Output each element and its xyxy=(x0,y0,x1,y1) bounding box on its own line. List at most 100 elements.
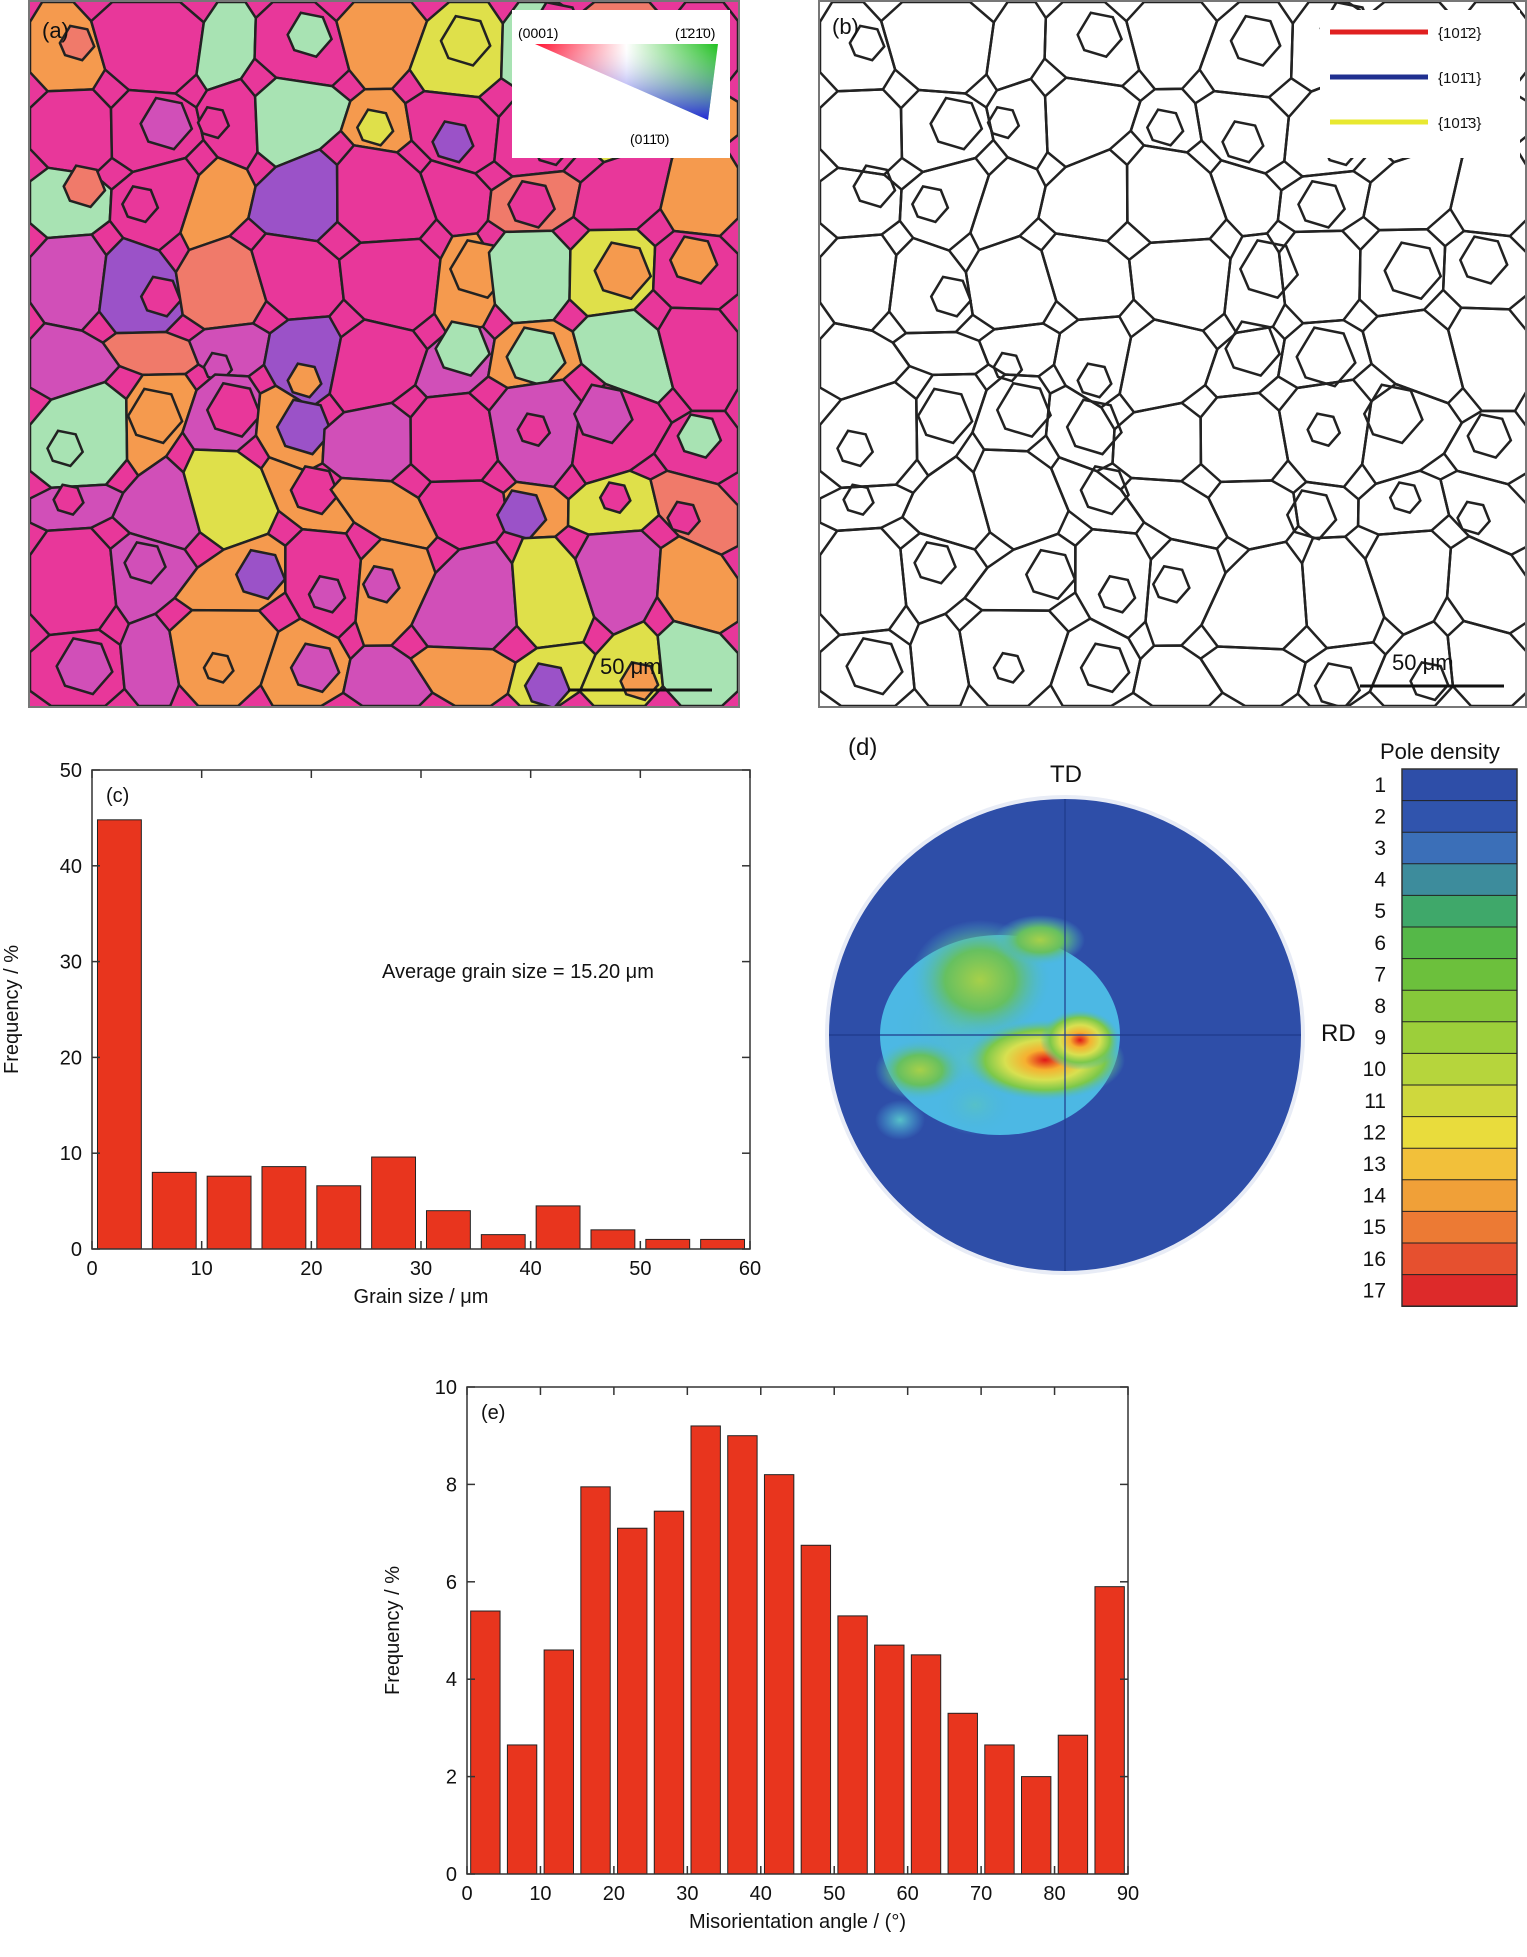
td-label: TD xyxy=(1050,761,1082,788)
grain xyxy=(120,185,160,224)
colorbar-level-label: 15 xyxy=(1363,1216,1386,1239)
grain-boundary xyxy=(1097,574,1137,614)
grain xyxy=(46,429,85,468)
colorbar-level-label: 7 xyxy=(1374,963,1386,986)
bar xyxy=(910,1654,942,1875)
grain xyxy=(58,24,96,62)
boundary-map-panel: {101̄2} {101̄1} {101̄3} (b) 50 μm xyxy=(818,0,1527,708)
grain xyxy=(668,235,719,285)
grain-boundary xyxy=(1221,120,1265,164)
grain-boundary xyxy=(1224,320,1282,378)
x-tick-label: 30 xyxy=(676,1883,698,1905)
colorbar-band xyxy=(1402,895,1517,928)
grain-boundary xyxy=(887,236,975,335)
grain-boundary xyxy=(836,429,875,468)
grain xyxy=(495,489,548,541)
grain-boundary xyxy=(1458,235,1509,285)
y-tick-label: 0 xyxy=(446,1864,457,1886)
colorbar-level-label: 14 xyxy=(1363,1185,1387,1208)
grain-boundary xyxy=(1360,382,1464,486)
colorbar-level-label: 16 xyxy=(1363,1248,1386,1271)
grain-boundary xyxy=(1223,232,1287,335)
grain-boundary xyxy=(1151,564,1191,604)
panel-label: (c) xyxy=(106,785,129,807)
grain-boundary xyxy=(1363,529,1453,637)
grain xyxy=(123,540,167,585)
ipf-map-panel: (0001) (1̄21̄0) (011̄0) (a) 50 μm xyxy=(28,0,740,708)
grain xyxy=(52,483,85,516)
boundary-map-image: {101̄2} {101̄1} {101̄3} (b) 50 μm xyxy=(820,2,1525,706)
bar xyxy=(617,1527,648,1875)
colorbar-band xyxy=(1402,832,1517,865)
grain-boundary xyxy=(1044,384,1116,473)
grain-boundary xyxy=(1024,548,1077,601)
x-tick-label: 0 xyxy=(461,1883,472,1905)
grain-boundaries xyxy=(820,2,1525,706)
grain xyxy=(409,391,500,484)
x-tick-label: 90 xyxy=(1117,1883,1139,1905)
grain-boundary xyxy=(929,275,973,318)
grain-boundary xyxy=(1362,383,1424,445)
bar xyxy=(261,1166,307,1250)
grain-boundary xyxy=(1125,143,1228,244)
grain xyxy=(286,11,334,59)
y-tick-label: 2 xyxy=(446,1767,457,1789)
y-tick-label: 10 xyxy=(435,1377,457,1399)
grain-boundary xyxy=(985,2,1048,92)
grain-boundary xyxy=(1300,535,1386,650)
grain-boundary xyxy=(1049,455,1146,535)
grain-boundary xyxy=(1076,362,1113,399)
colorbar-level-label: 5 xyxy=(1374,900,1386,923)
colorbar-band xyxy=(1402,1274,1517,1307)
grain xyxy=(487,229,572,325)
panel-label: (e) xyxy=(481,1402,505,1424)
grain-boundary xyxy=(1356,469,1451,536)
grain xyxy=(341,644,435,706)
grain-boundary xyxy=(1296,640,1387,706)
colorbar-band xyxy=(1402,800,1517,833)
grain-boundary xyxy=(845,637,904,696)
ipf-color-key: (0001) (1̄21̄0) (011̄0) xyxy=(512,10,730,158)
panel-label-a: (a) xyxy=(42,18,69,43)
colorbar-level-label: 12 xyxy=(1363,1121,1386,1144)
grain-boundary xyxy=(1079,464,1131,516)
plot-frame xyxy=(466,1386,1129,1875)
colorbar-band xyxy=(1402,927,1517,960)
twin-legend: {101̄2} {101̄1} {101̄3} xyxy=(1320,10,1520,158)
grain-boundary xyxy=(1076,11,1124,59)
grain-boundary xyxy=(820,483,915,533)
grain xyxy=(30,88,114,177)
grain-boundary xyxy=(1277,378,1373,489)
grain-boundary xyxy=(1445,534,1525,635)
x-tick-label: 20 xyxy=(300,1258,322,1280)
panel-label-d: (d) xyxy=(848,734,877,761)
colorbar-level-label: 8 xyxy=(1374,995,1386,1018)
bar xyxy=(653,1510,685,1875)
grain-boundary xyxy=(1313,662,1362,706)
grain-boundary xyxy=(1306,412,1342,448)
grain-boundary xyxy=(820,628,916,706)
grain-boundary xyxy=(1229,14,1282,67)
bar xyxy=(700,1238,746,1250)
grain-boundary xyxy=(1111,401,1203,483)
colorbar-band xyxy=(1402,1243,1517,1276)
grain xyxy=(30,233,108,332)
grain xyxy=(196,105,231,140)
colorbar-band xyxy=(1402,769,1517,802)
grain xyxy=(572,383,634,445)
grain-boundary xyxy=(1037,147,1129,243)
grain-boundary xyxy=(1238,238,1300,300)
grain-boundary xyxy=(1206,479,1300,551)
x-tick-label: 20 xyxy=(603,1883,625,1905)
bar xyxy=(535,1205,581,1250)
grain xyxy=(62,164,107,209)
grain-boundary xyxy=(1200,540,1309,651)
grain-boundary xyxy=(820,88,904,177)
grain-boundary xyxy=(992,651,1025,684)
grain-boundary xyxy=(1131,644,1225,706)
y-tick-label: 20 xyxy=(60,1047,82,1069)
bar xyxy=(645,1238,691,1250)
x-tick-label: 10 xyxy=(529,1883,551,1905)
bar xyxy=(316,1185,362,1250)
